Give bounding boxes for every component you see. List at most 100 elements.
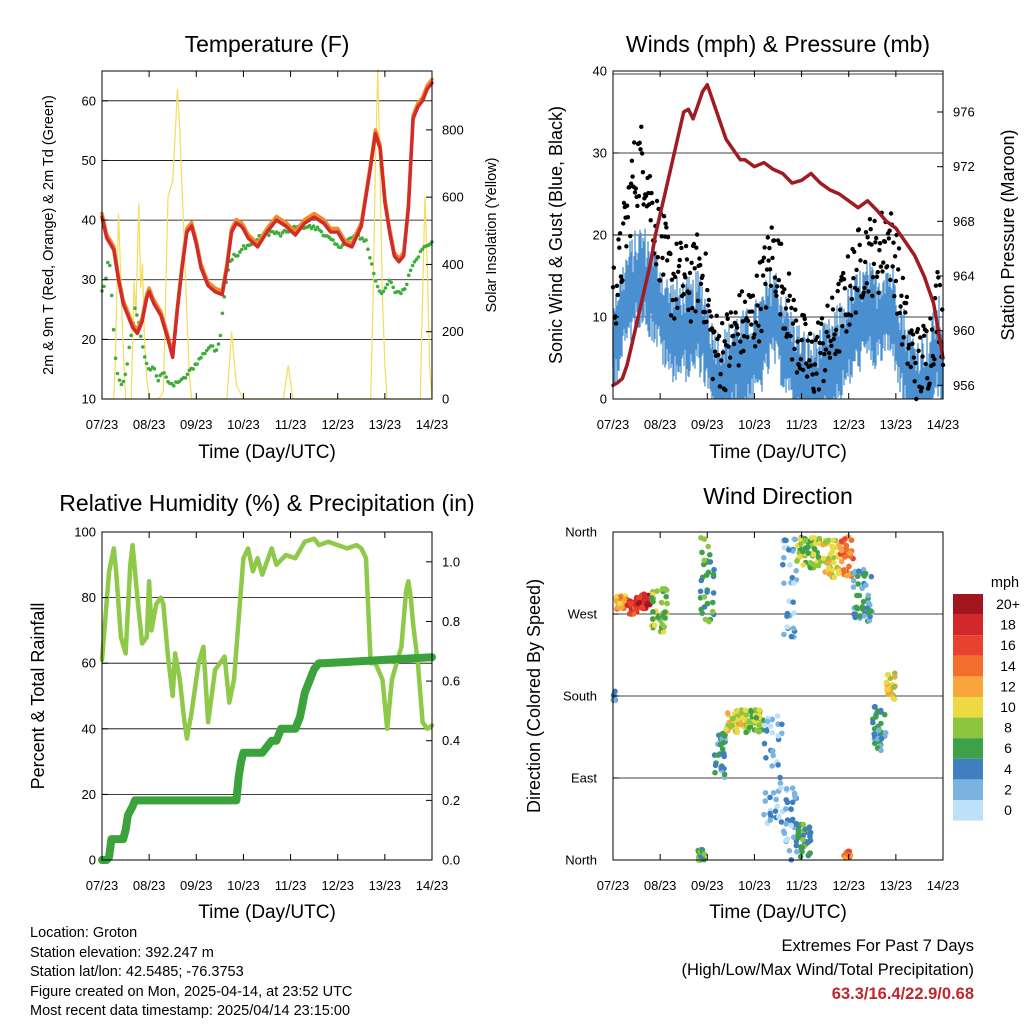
dewpoint-point [117, 378, 122, 383]
direction-point [830, 537, 836, 544]
dewpoint-point [156, 378, 161, 383]
direction-point [661, 624, 668, 630]
gust-point [899, 342, 905, 347]
gust-point [890, 264, 895, 269]
direction-point [781, 631, 787, 638]
gust-point [625, 215, 631, 220]
gust-point [676, 269, 681, 274]
gust-point [874, 235, 879, 241]
temperature-ytick-label: 40 [82, 213, 96, 228]
temperature-y2tick-label: 200 [442, 324, 464, 339]
dewpoint-point [335, 242, 339, 247]
gust-point [706, 297, 712, 303]
humidity-y2tick-label: 0.2 [442, 793, 460, 808]
direction-point [701, 851, 708, 857]
direction-point [794, 849, 800, 855]
direction-point [786, 598, 792, 604]
direction-point [846, 563, 852, 570]
direction-point [753, 715, 760, 721]
direction-point [742, 707, 749, 713]
dewpoint-point [408, 268, 413, 273]
gust-point [727, 355, 733, 360]
gust-point [833, 327, 839, 333]
gust-point [862, 285, 867, 291]
direction-point [788, 633, 795, 640]
direction-point [663, 593, 669, 600]
gust-point [641, 202, 646, 207]
direction-point [772, 808, 779, 814]
temp-2m-line [100, 81, 434, 360]
temperature-y2label: Solar Insolation (Yellow) [484, 157, 500, 312]
gust-point [792, 346, 797, 352]
legend-swatch [953, 594, 983, 615]
dewpoint-point [389, 280, 394, 285]
gust-point [633, 186, 638, 191]
elevation-text: Station elevation: 392.247 m [30, 944, 214, 961]
direction-point [777, 780, 784, 786]
wind-ytick-label: 20 [593, 228, 607, 243]
direction-point [856, 568, 862, 574]
dewpoint-point [331, 238, 335, 242]
gust-point [830, 307, 836, 312]
direction-point [762, 790, 769, 796]
direction-point [859, 585, 865, 592]
direction-point [723, 726, 729, 733]
gust-point [848, 283, 853, 289]
direction-point [701, 594, 708, 600]
wind-series [610, 82, 946, 402]
temperature-title: Temperature (F) [185, 31, 350, 57]
direction-point [810, 561, 816, 567]
humidity-y-ticks: 0 20 40 60 80 100 [74, 525, 108, 868]
gust-point [811, 389, 817, 394]
direction-point [825, 565, 832, 571]
dewpoint-point [108, 263, 112, 268]
gust-point [621, 200, 627, 206]
gust-point [729, 324, 734, 329]
direction-point [743, 729, 749, 736]
direction-point [856, 613, 863, 619]
dewpoint-point [199, 355, 203, 360]
gust-point [937, 282, 943, 288]
dewpoint-point [210, 344, 215, 348]
gust-point [786, 271, 792, 276]
extremes-subtitle: (High/Low/Max Wind/Total Precipitation) [681, 961, 974, 979]
dewpoint-point [218, 333, 223, 338]
gust-point [863, 259, 868, 265]
direction-point [720, 740, 727, 746]
dewpoint-point [127, 345, 131, 350]
direction-series [610, 534, 898, 863]
gust-point [689, 260, 694, 265]
dewpoint-point [410, 263, 415, 268]
dewpoint-point [307, 223, 312, 228]
gust-point [628, 233, 633, 239]
direction-point [711, 566, 717, 573]
gust-point [912, 379, 917, 384]
gust-point [923, 361, 928, 367]
gust-point [900, 275, 906, 281]
direction-point [841, 554, 848, 560]
dewpoint-point [243, 246, 248, 251]
gust-point [615, 292, 620, 298]
gust-point [636, 193, 642, 199]
temperature-grid [102, 100, 432, 400]
gust-point [921, 323, 926, 329]
direction-point [783, 537, 789, 544]
temperature-series [100, 68, 434, 400]
gust-point [709, 326, 715, 331]
direction-point [777, 774, 783, 781]
temperature-ytick-label: 60 [82, 93, 96, 108]
gust-point [703, 251, 708, 256]
direction-point [648, 595, 655, 601]
gust-point [726, 344, 731, 349]
direction-point [662, 609, 668, 615]
gust-point [778, 241, 784, 246]
gust-point [787, 293, 792, 298]
direction-xtick-label: 07/23 [597, 878, 630, 893]
direction-point [860, 598, 867, 605]
gust-point [892, 254, 898, 259]
humidity-ytick-label: 40 [82, 721, 96, 736]
gust-point [791, 297, 796, 303]
gust-point [788, 333, 793, 339]
gust-point [863, 230, 869, 235]
direction-point [709, 608, 716, 615]
